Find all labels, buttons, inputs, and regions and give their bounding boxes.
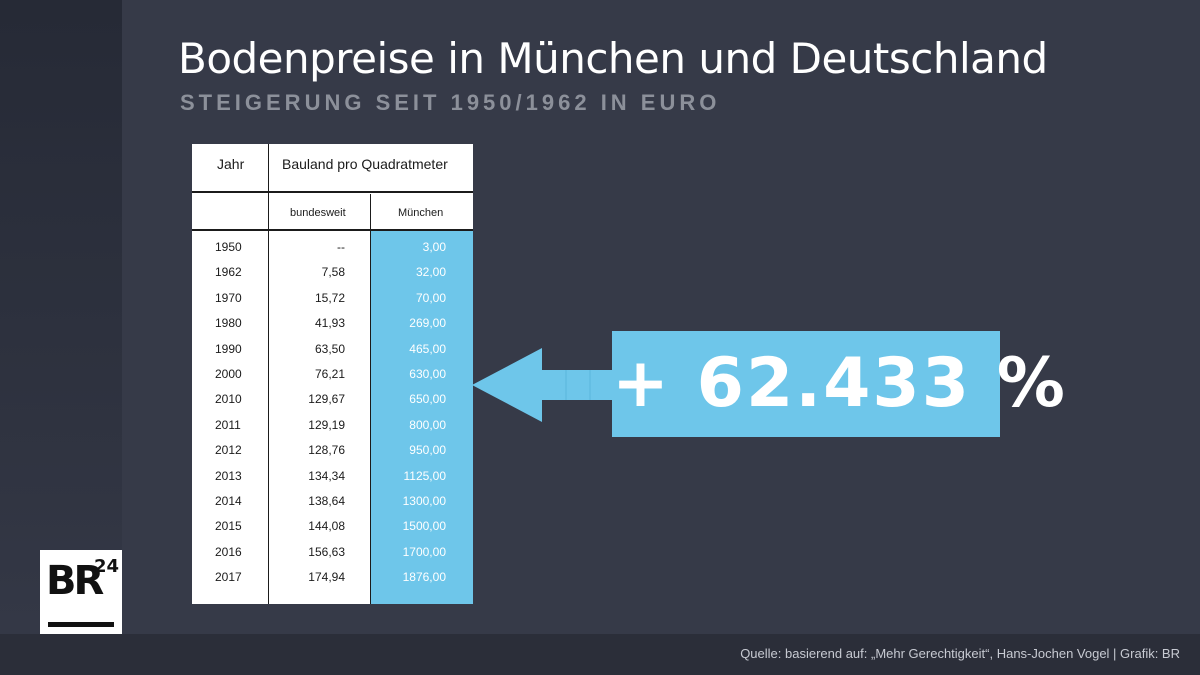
- percentage-callout: + 62.433 %: [612, 331, 1067, 437]
- header-bundesweit: bundesweit: [290, 207, 346, 219]
- divider: [268, 144, 269, 194]
- footer-bar: [0, 634, 1200, 675]
- cell-bundesweit: 129,67: [308, 392, 345, 407]
- cell-bundesweit: 41,93: [314, 316, 345, 331]
- logo-num: 24: [94, 556, 120, 577]
- cell-year: 2015: [215, 519, 242, 534]
- cell-muenchen: 800,00: [409, 417, 446, 432]
- cell-muenchen: 32,00: [415, 265, 446, 280]
- cell-muenchen: 1700,00: [402, 544, 446, 559]
- cell-year: 1970: [215, 290, 242, 305]
- muenchen-column-highlight: [371, 231, 473, 604]
- cell-bundesweit: 144,08: [308, 519, 345, 534]
- cell-muenchen: 1300,00: [402, 494, 446, 508]
- cell-year: 1980: [215, 316, 242, 331]
- cell-year: 2016: [215, 544, 242, 559]
- data-table: Jahr Bauland pro Quadratmeter bundesweit…: [192, 144, 473, 604]
- divider: [268, 194, 269, 604]
- page-subtitle: STEIGERUNG SEIT 1950/1962 IN EURO: [180, 90, 721, 115]
- divider: [370, 194, 371, 604]
- cell-bundesweit: 128,76: [308, 443, 345, 458]
- divider: [192, 191, 473, 193]
- cell-muenchen: 1876,00: [402, 570, 446, 585]
- cell-bundesweit: --: [337, 240, 345, 254]
- cell-year: 2011: [215, 417, 241, 432]
- page-title: Bodenpreise in München und Deutschland: [178, 34, 1048, 83]
- cell-muenchen: 650,00: [409, 392, 446, 407]
- cell-muenchen: 70,00: [415, 290, 446, 305]
- cell-bundesweit: 156,63: [308, 544, 345, 559]
- cell-bundesweit: 138,64: [308, 494, 345, 508]
- cell-bundesweit: 63,50: [314, 341, 345, 356]
- cell-year: 2000: [215, 367, 242, 381]
- cell-muenchen: 269,00: [409, 316, 446, 331]
- cell-muenchen: 3,00: [422, 240, 446, 254]
- cell-bundesweit: 134,34: [308, 468, 345, 483]
- cell-year: 2014: [215, 494, 242, 508]
- header-muenchen: München: [398, 207, 444, 219]
- logo-br: BR: [46, 558, 104, 604]
- callout-text: + 62.433 %: [612, 344, 1067, 423]
- cell-year: 1962: [215, 265, 242, 280]
- cell-year: 2010: [215, 392, 242, 407]
- header-jahr: Jahr: [217, 156, 245, 172]
- cell-year: 2012: [215, 443, 242, 458]
- logo-bar: [48, 622, 114, 627]
- cell-bundesweit: 15,72: [314, 290, 345, 305]
- arrow-left-icon: [472, 348, 614, 422]
- left-band: [0, 0, 122, 634]
- source-note: Quelle: basierend auf: „Mehr Gerechtigke…: [740, 646, 1180, 661]
- cell-muenchen: 1125,00: [403, 468, 447, 483]
- cell-bundesweit: 76,21: [314, 367, 345, 381]
- cell-year: 1950: [215, 240, 242, 254]
- cell-bundesweit: 174,94: [308, 570, 345, 585]
- cell-year: 2017: [215, 570, 242, 585]
- cell-muenchen: 630,00: [409, 367, 446, 381]
- br24-logo: BR 24: [40, 550, 122, 634]
- cell-muenchen: 465,00: [409, 341, 446, 356]
- divider: [192, 229, 473, 231]
- cell-bundesweit: 129,19: [308, 417, 345, 432]
- cell-year: 1990: [215, 341, 242, 356]
- cell-bundesweit: 7,58: [321, 265, 345, 280]
- cell-muenchen: 950,00: [409, 443, 446, 458]
- cell-year: 2013: [215, 468, 242, 483]
- cell-muenchen: 1500,00: [402, 519, 446, 534]
- header-bauland: Bauland pro Quadratmeter: [282, 156, 448, 172]
